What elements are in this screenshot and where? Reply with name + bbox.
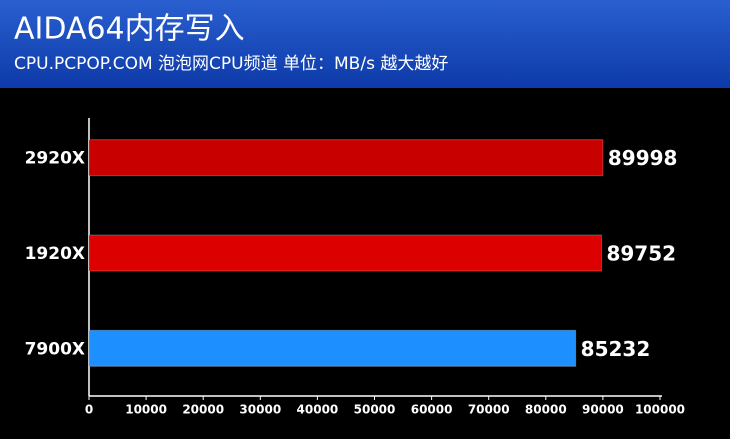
chart-title: AIDA64内存写入 bbox=[14, 12, 245, 47]
y-tick-label: 7900X bbox=[25, 339, 85, 359]
x-tick-label: 50000 bbox=[354, 403, 396, 417]
y-tick-label: 2920X bbox=[25, 149, 85, 169]
x-tick-label: 40000 bbox=[297, 403, 339, 417]
x-tick-label: 10000 bbox=[125, 403, 167, 417]
x-tick-label: 30000 bbox=[239, 403, 281, 417]
x-tick-label: 70000 bbox=[468, 403, 510, 417]
chart-subtitle: CPU.PCPOP.COM 泡泡网CPU频道 单位：MB/s 越大越好 bbox=[14, 54, 448, 74]
value-label: 89998 bbox=[608, 146, 678, 170]
x-tick-label: 100000 bbox=[635, 403, 685, 417]
header bbox=[0, 0, 730, 88]
bar bbox=[88, 234, 602, 272]
bar bbox=[88, 139, 604, 177]
y-tick-label: 1920X bbox=[25, 244, 85, 264]
value-label: 85232 bbox=[581, 337, 651, 361]
x-tick-label: 60000 bbox=[411, 403, 453, 417]
x-tick-label: 0 bbox=[85, 403, 93, 417]
x-tick-label: 20000 bbox=[182, 403, 224, 417]
value-label: 89752 bbox=[606, 242, 676, 266]
bar bbox=[88, 329, 577, 367]
x-tick-label: 90000 bbox=[582, 403, 624, 417]
x-tick-label: 80000 bbox=[525, 403, 567, 417]
